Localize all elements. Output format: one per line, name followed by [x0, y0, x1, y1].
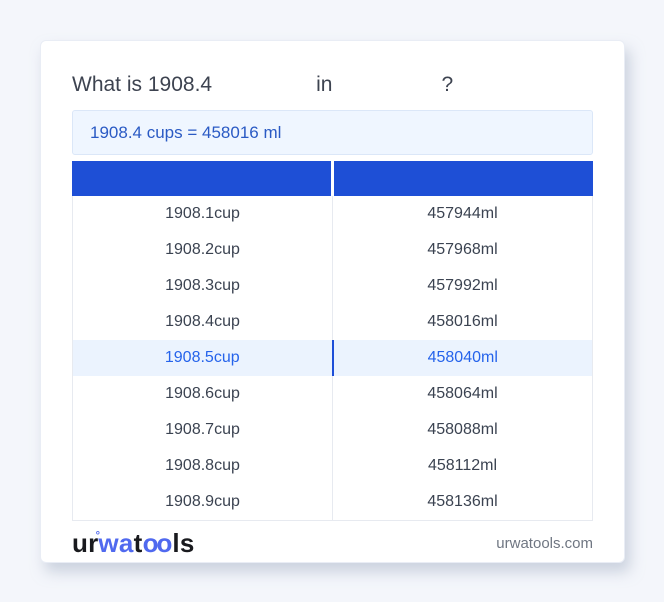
conversion-table-body: 1908.1cup 457944ml 1908.2cup 457968ml 1908.3… [72, 196, 593, 521]
ml-value: 457944ml [427, 205, 498, 222]
logo-seg-wa: wa [98, 528, 134, 558]
ml-value: 458064ml [427, 385, 498, 402]
cup-value: 1908.7cup [73, 412, 333, 448]
question-part1: What is 1908.4 [72, 73, 213, 96]
table-header-ml [334, 161, 593, 196]
card-footer: ur°watools urwatools.com [72, 526, 593, 560]
logo-seg-t: t [133, 528, 143, 558]
table-row: 1908.6cup 458064ml [73, 376, 592, 412]
cup-value: 1908.1cup [73, 196, 333, 232]
ml-value: 457992ml [427, 277, 498, 294]
table-header-cup [72, 161, 331, 196]
question-title: What is 1908.4 in? [72, 73, 593, 97]
table-row: 1908.2cup 457968ml [73, 232, 592, 268]
conversion-table: 1908.1cup 457944ml 1908.2cup 457968ml 1908.3… [72, 161, 593, 521]
cup-value: 1908.5cup [73, 340, 334, 376]
logo-seg-oo: oo [142, 528, 173, 558]
conversion-card: What is 1908.4 in? 1908.4 cups = 458016 m… [40, 40, 625, 563]
cup-value: 1908.9cup [73, 484, 333, 520]
ml-value: 457968ml [427, 241, 498, 258]
table-row-highlighted: 1908.5cup 458040ml [73, 340, 592, 376]
table-row: 1908.3cup 457992ml [73, 268, 592, 304]
conversion-result-text: 1908.4 cups = 458016 ml [90, 122, 282, 142]
table-row: 1908.7cup 458088ml [73, 412, 592, 448]
conversion-result-box: 1908.4 cups = 458016 ml [72, 110, 593, 155]
ml-value: 458040ml [427, 349, 498, 366]
cup-value: 1908.8cup [73, 448, 333, 484]
table-header [72, 161, 593, 196]
table-row: 1908.1cup 457944ml [73, 196, 592, 232]
question-mark: ? [441, 73, 454, 96]
logo-degree-mark: ° [95, 530, 101, 542]
table-row: 1908.8cup 458112ml [73, 448, 592, 484]
cup-value: 1908.6cup [73, 376, 333, 412]
table-row: 1908.4cup 458016ml [73, 304, 592, 340]
site-url-text: urwatools.com [496, 534, 593, 552]
logo-seg-ls: ls [172, 528, 195, 558]
cup-value: 1908.2cup [73, 232, 333, 268]
ml-value: 458088ml [427, 421, 498, 438]
table-row: 1908.9cup 458136ml [73, 484, 592, 520]
ml-value: 458112ml [427, 457, 498, 474]
ml-value: 458016ml [427, 313, 498, 330]
cup-value: 1908.3cup [73, 268, 333, 304]
ml-value: 458136ml [427, 493, 498, 510]
cup-value: 1908.4cup [73, 304, 333, 340]
logo-seg-ur: ur [72, 528, 99, 558]
question-connector: in [316, 73, 333, 96]
urwatools-logo[interactable]: ur°watools [72, 530, 195, 556]
